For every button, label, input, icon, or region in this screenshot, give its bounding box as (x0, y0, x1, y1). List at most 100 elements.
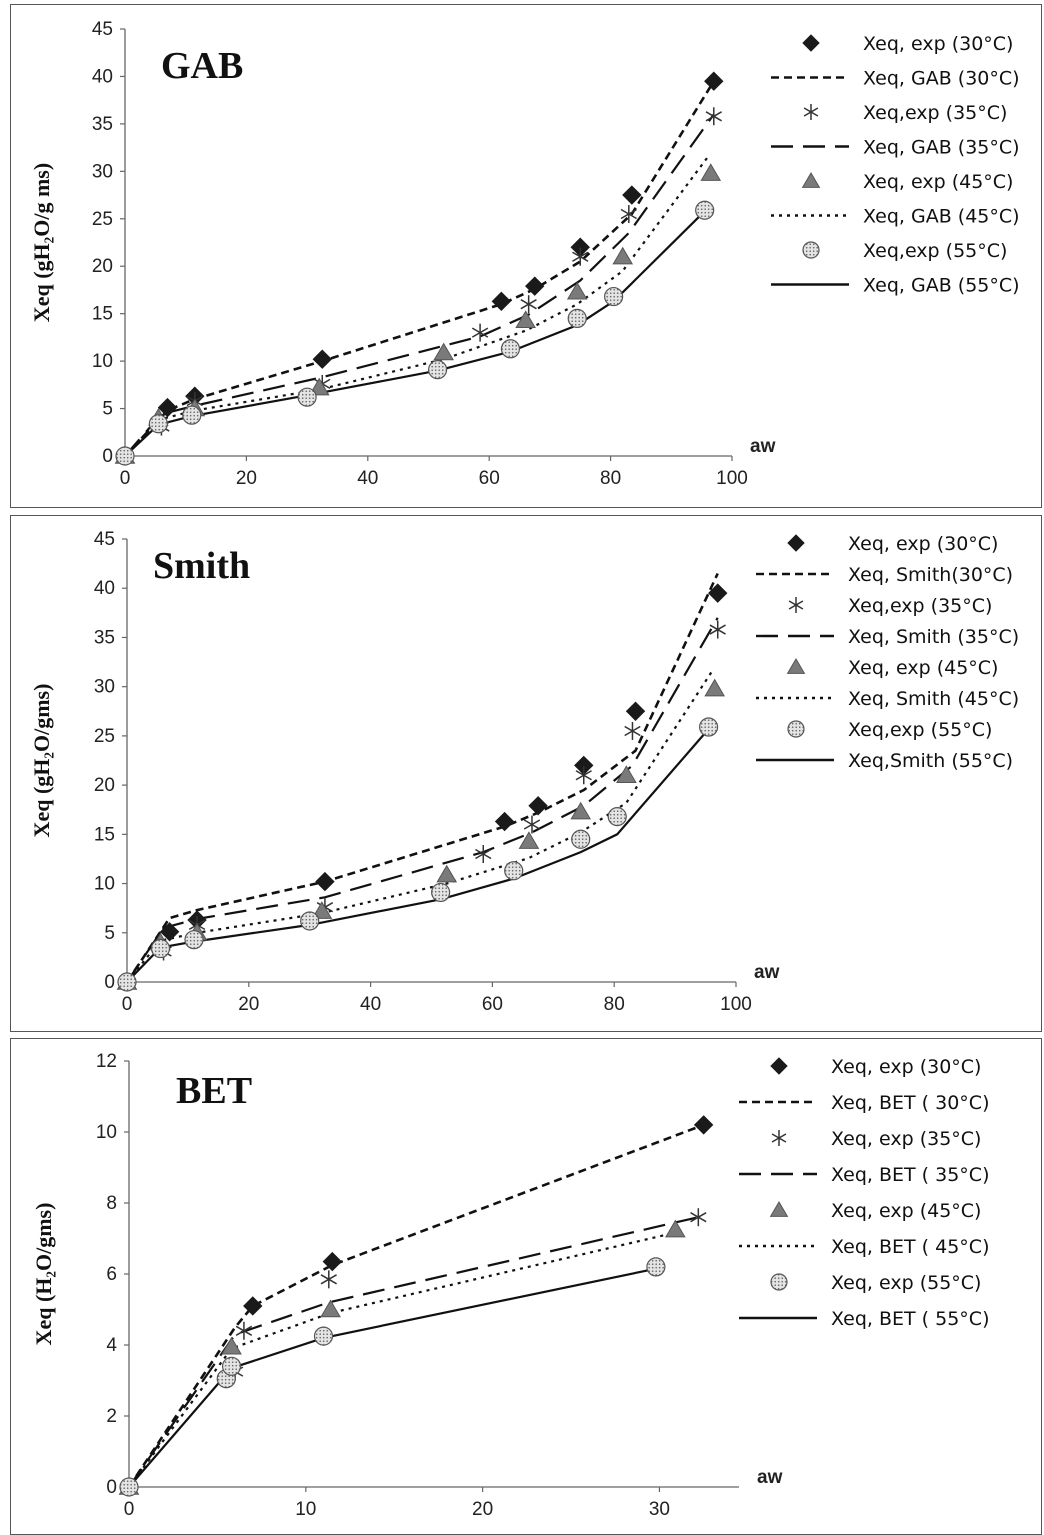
legend-label: Xeq,Smith (55°C) (848, 750, 1013, 772)
y-tick-label: 2 (106, 1406, 117, 1427)
y-axis-label: Xeq (H₂O/gms) (31, 1203, 56, 1346)
x-axis-label: aw (750, 436, 776, 457)
series-line-5 (124, 156, 709, 457)
data-point (311, 901, 333, 919)
data-point (575, 766, 592, 785)
data-point (571, 829, 591, 849)
y-tick-label: 30 (92, 161, 113, 182)
series-line-3 (126, 617, 719, 983)
data-point (624, 721, 641, 740)
y-tick-label: 10 (96, 1122, 117, 1143)
y-tick-label: 40 (92, 66, 113, 87)
data-point (709, 620, 726, 639)
legend-label: Xeq, BET ( 55°C) (831, 1308, 990, 1330)
y-tick-label: 4 (106, 1335, 117, 1356)
legend-marker (802, 241, 820, 259)
data-point (491, 291, 512, 312)
series-line-7 (126, 728, 710, 983)
y-tick-label: 0 (104, 972, 115, 993)
data-point (693, 1115, 714, 1135)
legend-label: Xeq, GAB (55°C) (863, 275, 1020, 297)
y-tick-label: 10 (92, 351, 113, 372)
y-tick-label: 15 (94, 824, 115, 845)
x-tick-label: 20 (238, 994, 259, 1015)
legend-label: Xeq, exp (45°C) (831, 1200, 981, 1222)
data-point (322, 1251, 343, 1272)
data-point (431, 882, 451, 903)
data-point (315, 871, 335, 892)
legend-marker (788, 597, 804, 613)
legend-marker (770, 1273, 788, 1291)
data-point (182, 405, 202, 425)
series-line-5 (128, 1230, 681, 1488)
x-tick-label: 60 (479, 468, 500, 489)
y-tick-label: 20 (94, 775, 115, 796)
legend-marker (771, 1130, 787, 1146)
legend-label: Xeq, GAB (30°C) (863, 68, 1020, 90)
data-point (708, 583, 728, 603)
data-point (115, 446, 135, 466)
legend-label: Xeq, BET ( 30°C) (831, 1092, 990, 1114)
legend-label: Xeq, exp (45°C) (863, 171, 1013, 193)
x-tick-label: 100 (716, 468, 748, 489)
y-tick-label: 12 (96, 1051, 117, 1072)
legend-label: Xeq, exp (30°C) (831, 1056, 981, 1078)
x-tick-label: 40 (360, 994, 381, 1015)
data-point (570, 801, 592, 820)
data-point (300, 911, 320, 931)
data-point (428, 360, 448, 380)
data-point (312, 349, 332, 369)
x-tick-label: 80 (600, 468, 621, 489)
data-point (704, 678, 726, 697)
y-tick-label: 6 (106, 1264, 117, 1285)
y-tick-label: 45 (94, 529, 115, 550)
y-tick-label: 0 (102, 446, 113, 467)
y-tick-label: 5 (104, 923, 115, 944)
data-point (475, 845, 492, 864)
data-point (525, 276, 545, 296)
bet-chart: 0 2 4 6 8 10 12 0 10 20 30 aw Xeq (H₂O/gms) BET Xeq, e… (31, 1051, 990, 1520)
data-point (566, 281, 588, 300)
data-point (150, 938, 171, 959)
series-line-3 (128, 1216, 699, 1488)
data-point (607, 807, 627, 827)
data-point (313, 1326, 334, 1346)
data-point (320, 1299, 341, 1318)
legend-label: Xeq, exp (35°C) (831, 1128, 981, 1150)
legend-label: Xeq, Smith(30°C) (848, 564, 1013, 586)
bet-chart-panel: 0 2 4 6 8 10 12 0 10 20 30 aw Xeq (H₂O/gms) BET Xeq, e… (10, 1038, 1042, 1535)
data-point (612, 246, 634, 265)
data-point (297, 387, 317, 407)
legend-label: Xeq, GAB (45°C) (863, 206, 1020, 228)
data-point (622, 185, 642, 205)
legend-marker (769, 1201, 789, 1217)
y-tick-label: 25 (92, 209, 113, 230)
y-tick-label: 35 (92, 114, 113, 135)
y-tick-label: 25 (94, 726, 115, 747)
legend-label: Xeq, BET ( 35°C) (831, 1164, 990, 1186)
legend-marker (802, 34, 820, 52)
data-point (625, 701, 646, 721)
x-tick-label: 20 (236, 468, 257, 489)
data-point (494, 811, 515, 832)
legend-label: Xeq, BET ( 45°C) (831, 1236, 990, 1258)
x-tick-label: 20 (472, 1499, 493, 1520)
y-tick-label: 35 (94, 627, 115, 648)
smith-chart-panel: 0 5 10 15 20 25 30 35 40 45 0 20 40 60 80 100 aw Xeq (gH₂… (10, 515, 1042, 1032)
data-point (700, 163, 722, 181)
legend-label: Xeq, exp (45°C) (848, 657, 998, 679)
data-point (221, 1356, 242, 1376)
x-axis-label: aw (757, 1467, 783, 1488)
x-tick-label: 0 (124, 1499, 135, 1520)
y-tick-label: 10 (94, 874, 115, 895)
data-point (320, 1270, 337, 1289)
chart-title: Smith (153, 545, 250, 587)
legend-label: Xeq, exp (30°C) (848, 533, 998, 555)
data-point (235, 1321, 253, 1340)
data-point (695, 200, 715, 220)
data-point (515, 310, 536, 329)
y-tick-label: 30 (94, 677, 115, 698)
data-point (620, 205, 637, 224)
